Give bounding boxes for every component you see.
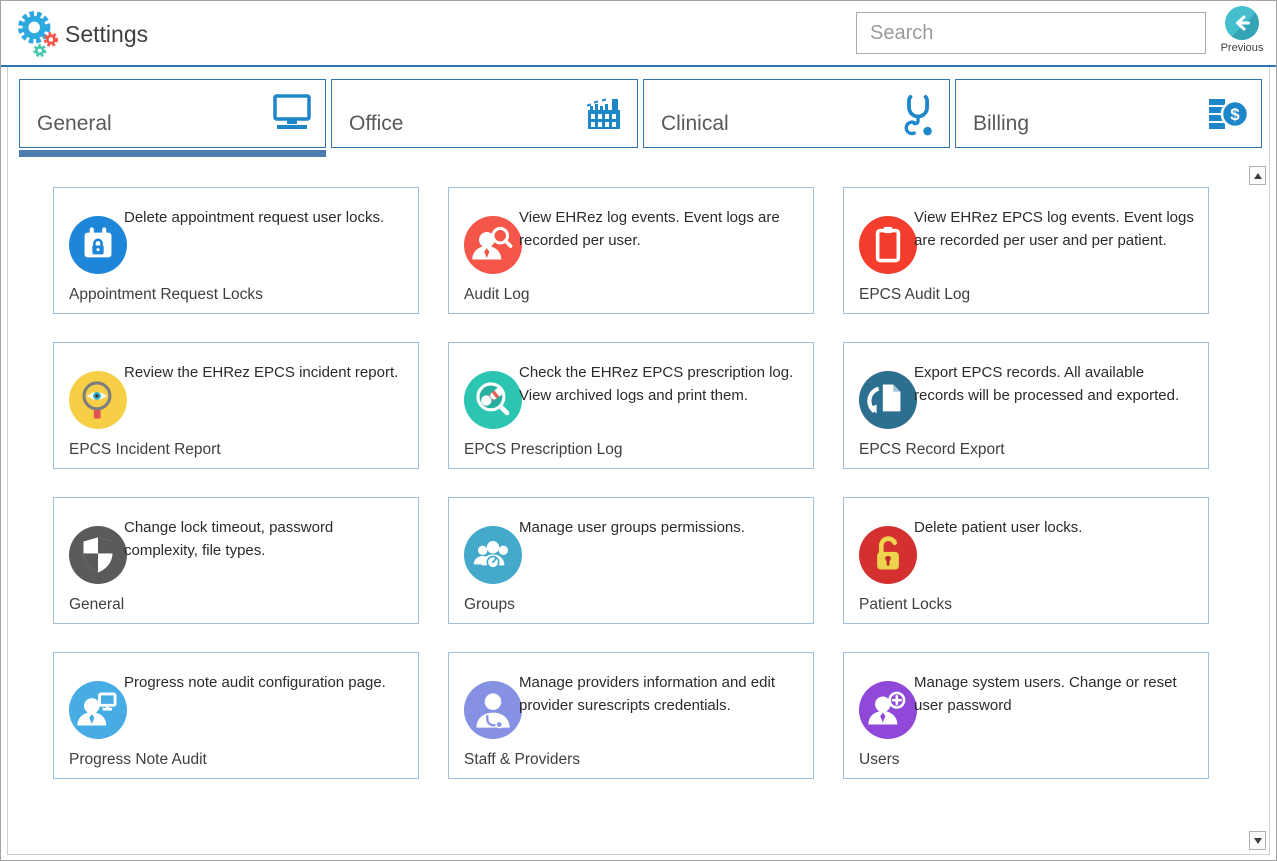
page-title: Settings: [65, 21, 149, 47]
invoice-dollar-icon: $: [1206, 93, 1250, 140]
card-title: Staff & Providers: [464, 751, 581, 768]
tab-label: Billing: [973, 112, 1030, 135]
user-search-icon: [464, 216, 522, 274]
tab-label: Office: [349, 112, 404, 135]
magnifier-eye-icon: [69, 371, 127, 429]
vertical-scrollbar[interactable]: [1249, 166, 1266, 850]
tab-billing[interactable]: Billing $: [955, 79, 1262, 148]
monitor-icon: [270, 93, 314, 138]
card-title: EPCS Audit Log: [859, 286, 971, 303]
card-title: Patient Locks: [859, 596, 953, 613]
tab-clinical[interactable]: Clinical: [643, 79, 950, 148]
card-epcs-record-export[interactable]: Export EPCS records. All available recor…: [843, 342, 1209, 469]
scrollbar-track[interactable]: [1249, 185, 1266, 831]
clipboard-icon: [859, 216, 917, 274]
tab-general[interactable]: General: [19, 79, 326, 157]
content-panel: General Office: [7, 67, 1270, 855]
header: Settings Previous: [1, 1, 1276, 67]
card-description: Change lock timeout, password complexity…: [124, 519, 334, 559]
card-title: Appointment Request Locks: [69, 286, 263, 303]
card-description: Export EPCS records. All available recor…: [914, 364, 1180, 404]
card-epcs-audit-log[interactable]: View EHRez EPCS log events. Event logs a…: [843, 187, 1209, 314]
card-title: Groups: [464, 596, 515, 613]
card-patient-locks[interactable]: Delete patient user locks. Patient Locks: [843, 497, 1209, 624]
card-appointment-request-locks[interactable]: Delete appointment request user locks. A…: [53, 187, 419, 314]
user-group-icon: [464, 526, 522, 584]
card-description: Manage providers information and edit pr…: [519, 674, 775, 714]
gears-logo-icon: [11, 7, 63, 61]
card-description: Review the EHRez EPCS incident report.: [124, 364, 399, 381]
card-title: Users: [859, 751, 900, 768]
back-arrow-icon: [1225, 6, 1259, 40]
card-groups[interactable]: Manage user groups permissions. Groups: [448, 497, 814, 624]
search-input[interactable]: [856, 12, 1206, 54]
card-title: EPCS Record Export: [859, 441, 1005, 458]
card-description: Manage user groups permissions.: [519, 519, 745, 536]
tab-label: General: [37, 112, 112, 135]
shield-icon: [69, 526, 127, 584]
chevron-down-icon: [1253, 837, 1262, 844]
card-title: Audit Log: [464, 286, 530, 303]
card-progress-note-audit[interactable]: Progress note audit configuration page. …: [53, 652, 419, 779]
card-description: Manage system users. Change or reset use…: [914, 674, 1177, 714]
card-audit-log[interactable]: View EHRez log events. Event logs are re…: [448, 187, 814, 314]
card-title: EPCS Prescription Log: [464, 441, 623, 458]
tab-office[interactable]: Office: [331, 79, 638, 148]
card-description: Delete appointment request user locks.: [124, 209, 385, 226]
user-add-icon: [859, 681, 917, 739]
stethoscope-icon: [900, 93, 938, 142]
card-users[interactable]: Manage system users. Change or reset use…: [843, 652, 1209, 779]
card-description: Check the EHRez EPCS prescription log. V…: [519, 364, 794, 404]
scroll-down-button[interactable]: [1249, 831, 1266, 850]
card-description: View EHRez log events. Event logs are re…: [519, 209, 780, 249]
card-title: Progress Note Audit: [69, 751, 207, 768]
card-description: View EHRez EPCS log events. Event logs a…: [914, 209, 1194, 249]
svg-text:$: $: [1230, 105, 1240, 124]
previous-button[interactable]: Previous: [1216, 6, 1268, 54]
magnifier-pills-icon: [464, 371, 522, 429]
card-epcs-prescription-log[interactable]: Check the EHRez EPCS prescription log. V…: [448, 342, 814, 469]
document-export-icon: [859, 371, 917, 429]
category-tabs: General Office: [19, 79, 1262, 157]
card-description: Progress note audit configuration page.: [124, 674, 386, 691]
card-description: Delete patient user locks.: [914, 519, 1083, 536]
card-title: EPCS Incident Report: [69, 441, 221, 458]
chevron-up-icon: [1253, 172, 1262, 179]
factory-icon: [582, 93, 626, 138]
calendar-lock-icon: [69, 216, 127, 274]
tab-label: Clinical: [661, 112, 729, 135]
doctor-icon: [464, 681, 522, 739]
card-epcs-incident-report[interactable]: Review the EHRez EPCS incident report. E…: [53, 342, 419, 469]
card-general[interactable]: Change lock timeout, password complexity…: [53, 497, 419, 624]
settings-card-grid: Delete appointment request user locks. A…: [53, 187, 1209, 779]
scroll-up-button[interactable]: [1249, 166, 1266, 185]
card-staff-providers[interactable]: Manage providers information and edit pr…: [448, 652, 814, 779]
card-title: General: [69, 596, 125, 613]
user-monitor-icon: [69, 681, 127, 739]
open-padlock-icon: [859, 526, 917, 584]
previous-label: Previous: [1220, 42, 1264, 54]
